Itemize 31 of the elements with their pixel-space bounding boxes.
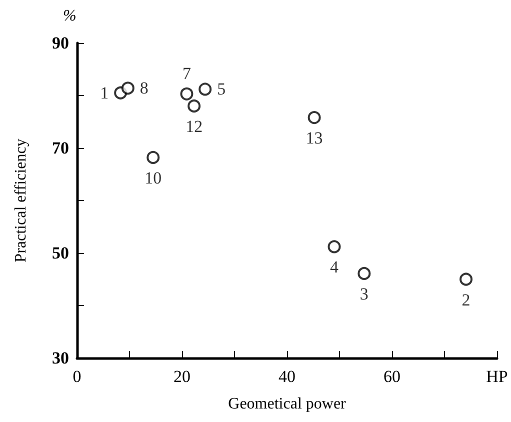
x-tick-label: 0 bbox=[72, 367, 82, 386]
point bbox=[358, 266, 371, 280]
point bbox=[146, 150, 160, 164]
annotation: 10 bbox=[144, 168, 162, 188]
x-tick-label: 40 bbox=[278, 367, 296, 386]
x-tick-label: 20 bbox=[174, 367, 190, 386]
y-tick-label: 50 bbox=[52, 244, 69, 262]
y-tick-label: 90 bbox=[52, 34, 69, 52]
annotation: 5 bbox=[217, 80, 226, 99]
annotation: 12 bbox=[186, 117, 203, 136]
y-tick-label: 30 bbox=[52, 348, 69, 368]
annotation: 1 bbox=[100, 83, 109, 102]
point bbox=[328, 240, 341, 254]
y-tick-label: 70 bbox=[52, 138, 69, 158]
x-axis-title: Geometical power bbox=[228, 396, 347, 412]
x-tick-label: HP bbox=[486, 367, 508, 386]
y-axis-title: Practical efficiency bbox=[12, 138, 30, 262]
annotation: 4 bbox=[330, 258, 339, 277]
point bbox=[121, 82, 134, 95]
point bbox=[460, 272, 473, 286]
x-tick-label: 60 bbox=[384, 367, 400, 386]
point bbox=[308, 111, 321, 124]
annotation: 3 bbox=[360, 284, 368, 304]
annotation: 2 bbox=[462, 290, 470, 310]
point bbox=[188, 100, 201, 112]
text: % bbox=[63, 8, 76, 24]
point bbox=[180, 87, 194, 100]
annotation: 7 bbox=[182, 64, 192, 83]
point bbox=[198, 82, 212, 96]
annotation: 13 bbox=[306, 128, 323, 148]
annotation: 8 bbox=[140, 78, 148, 98]
